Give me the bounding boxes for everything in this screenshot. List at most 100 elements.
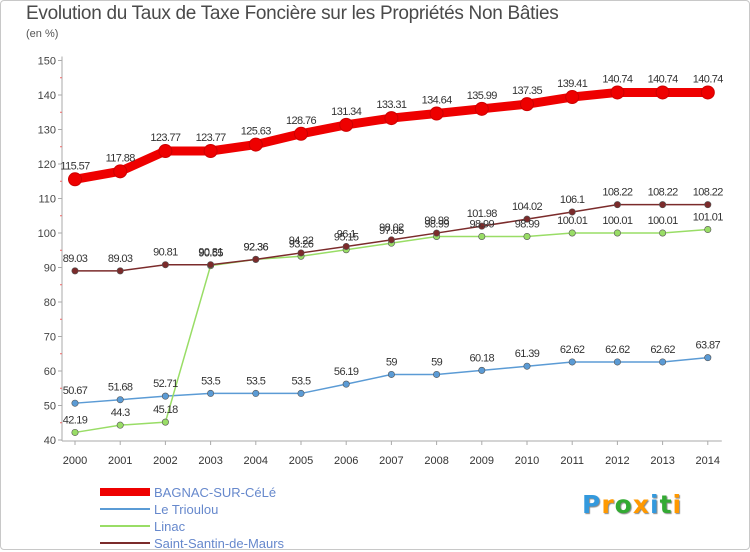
proxiti-logo: Proxiti: [582, 490, 682, 519]
x-tick-label: 2007: [379, 455, 403, 467]
data-label: 125.63: [241, 126, 272, 138]
data-point: [116, 396, 124, 404]
y-tick-label: 150: [38, 56, 56, 68]
data-label: 100.01: [648, 215, 679, 227]
data-point: [613, 229, 621, 237]
data-point: [116, 267, 124, 275]
data-label: 94.22: [289, 235, 314, 247]
data-label: 101.98: [467, 208, 498, 220]
x-tick-label: 2002: [153, 455, 177, 467]
data-label: 100.01: [557, 215, 588, 227]
axes: 40 50 60 70 80 90 100 110 120 130 140 150 2000 2001 20…: [38, 56, 722, 467]
data-point: [478, 222, 486, 230]
data-point: [342, 380, 350, 388]
x-tick-label: 2004: [244, 455, 268, 467]
legend-label: Le Trioulou: [154, 502, 219, 517]
data-label: 128.76: [286, 115, 317, 127]
data-label: 99.98: [424, 215, 449, 227]
data-point: [297, 249, 305, 257]
legend-swatch: [100, 488, 150, 496]
y-tick-label: 110: [38, 194, 56, 206]
data-point: [113, 164, 128, 179]
data-label: 115.57: [60, 160, 90, 172]
x-tick-label: 2010: [515, 455, 539, 467]
y-tick-label: 140: [38, 90, 56, 102]
data-label: 50.67: [63, 385, 88, 397]
data-label: 95.15: [334, 232, 359, 244]
data-point: [659, 358, 667, 366]
data-point: [659, 201, 667, 209]
logo-letter: i: [672, 490, 683, 519]
data-label: 123.77: [196, 132, 227, 144]
data-label: 101.01: [693, 212, 724, 224]
data-label: 131.34: [331, 106, 362, 118]
data-label: 135.99: [467, 90, 498, 102]
data-point: [523, 362, 531, 370]
data-point: [568, 208, 576, 216]
data-point: [659, 229, 667, 237]
data-point: [568, 229, 576, 237]
data-point: [704, 354, 712, 362]
data-point: [523, 215, 531, 223]
data-label: 52.71: [153, 378, 178, 390]
data-label: 123.77: [150, 132, 181, 144]
data-label: 90.81: [198, 247, 223, 259]
data-point: [610, 85, 625, 100]
x-tick-label: 2001: [108, 455, 132, 467]
data-label: 134.64: [422, 94, 453, 106]
data-labels-layer: 115.57 117.88 123.77 123.77 125.63 128.76 131.…: [60, 73, 724, 426]
data-point: [116, 421, 124, 429]
data-label: 98.99: [515, 218, 540, 230]
data-point: [523, 232, 531, 240]
data-label: 45.18: [153, 404, 178, 416]
data-label: 96.1: [337, 228, 356, 240]
data-label: 137.35: [512, 85, 543, 97]
logo-letter: o: [614, 490, 633, 519]
y-tick-label: 70: [44, 332, 56, 344]
data-label: 53.5: [291, 375, 310, 387]
data-point: [700, 85, 715, 100]
data-point: [68, 172, 82, 187]
data-point: [565, 90, 580, 105]
data-label: 63.87: [696, 340, 721, 352]
x-tick-label: 2000: [63, 455, 87, 467]
data-label: 98.02: [379, 222, 404, 234]
x-tick-label: 2012: [605, 455, 629, 467]
data-point: [207, 261, 215, 269]
x-tick-label: 2006: [334, 455, 358, 467]
data-point: [252, 389, 260, 397]
y-tick-label: 120: [38, 159, 56, 171]
x-tick-label: 2011: [560, 455, 584, 467]
data-point: [384, 111, 399, 126]
data-label: 90.55: [198, 248, 223, 260]
legend-item: Le Trioulou: [100, 501, 400, 518]
data-label: 100.01: [602, 215, 633, 227]
data-label: 106.1: [560, 194, 585, 206]
x-tick-label: 2009: [470, 455, 494, 467]
data-point: [387, 370, 395, 378]
data-point: [478, 232, 486, 240]
data-point: [613, 201, 621, 209]
data-label: 53.5: [246, 375, 265, 387]
data-label: 97.05: [379, 225, 404, 237]
legend-item: Saint-Santin-de-Maurs: [100, 535, 400, 552]
data-point: [161, 418, 169, 426]
data-label: 140.74: [693, 73, 724, 85]
data-label: 60.18: [470, 352, 495, 364]
data-label: 51.68: [108, 382, 133, 394]
data-point: [433, 229, 441, 237]
logo-letter: t: [659, 490, 673, 519]
legend-swatch: [100, 542, 150, 544]
y-axis-unit-label: (en %): [26, 28, 59, 40]
data-label: 117.88: [106, 152, 136, 164]
data-point: [429, 106, 444, 121]
logo-letter: i: [650, 490, 660, 519]
data-label: 61.39: [515, 348, 540, 360]
legend-swatch: [100, 508, 150, 510]
legend-label: Linac: [154, 519, 186, 534]
data-point: [252, 255, 260, 263]
data-point: [655, 85, 670, 100]
series-1: [71, 354, 712, 407]
logo-letter: x: [632, 490, 650, 519]
